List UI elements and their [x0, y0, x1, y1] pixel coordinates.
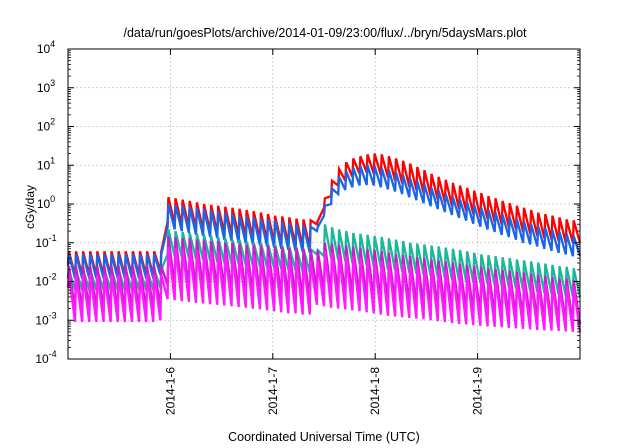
x-tick-label: 2014-1-7 [266, 367, 280, 415]
y-tick-label: 100 [37, 194, 55, 211]
y-tick-label: 101 [37, 155, 55, 172]
y-tick-label: 10-2 [35, 272, 56, 289]
x-tick-label: 2014-1-8 [368, 367, 382, 415]
series-line [66, 246, 582, 333]
x-tick-label: 2014-1-9 [471, 367, 485, 415]
y-axis-label: cGy/day [23, 185, 37, 229]
x-axis: 2014-1-6 2014-1-7 2014-1-8 2014-1-9 [163, 49, 485, 415]
x-axis-label: Coordinated Universal Time (UTC) [228, 430, 420, 444]
y-tick-label: 10-3 [35, 310, 56, 327]
y-tick-label: 102 [37, 117, 55, 134]
y-tick-label: 103 [37, 78, 55, 95]
series-lines [66, 153, 582, 333]
y-tick-label: 10-1 [35, 233, 56, 250]
chart-title: /data/run/goesPlots/archive/2014-01-09/2… [123, 26, 527, 40]
y-tick-label: 10-4 [35, 349, 56, 366]
x-tick-label: 2014-1-6 [163, 367, 177, 415]
y-axis: 10-4 10-3 10-2 10-1 100 101 102 103 104 [35, 39, 580, 366]
y-tick-label: 104 [37, 39, 55, 56]
